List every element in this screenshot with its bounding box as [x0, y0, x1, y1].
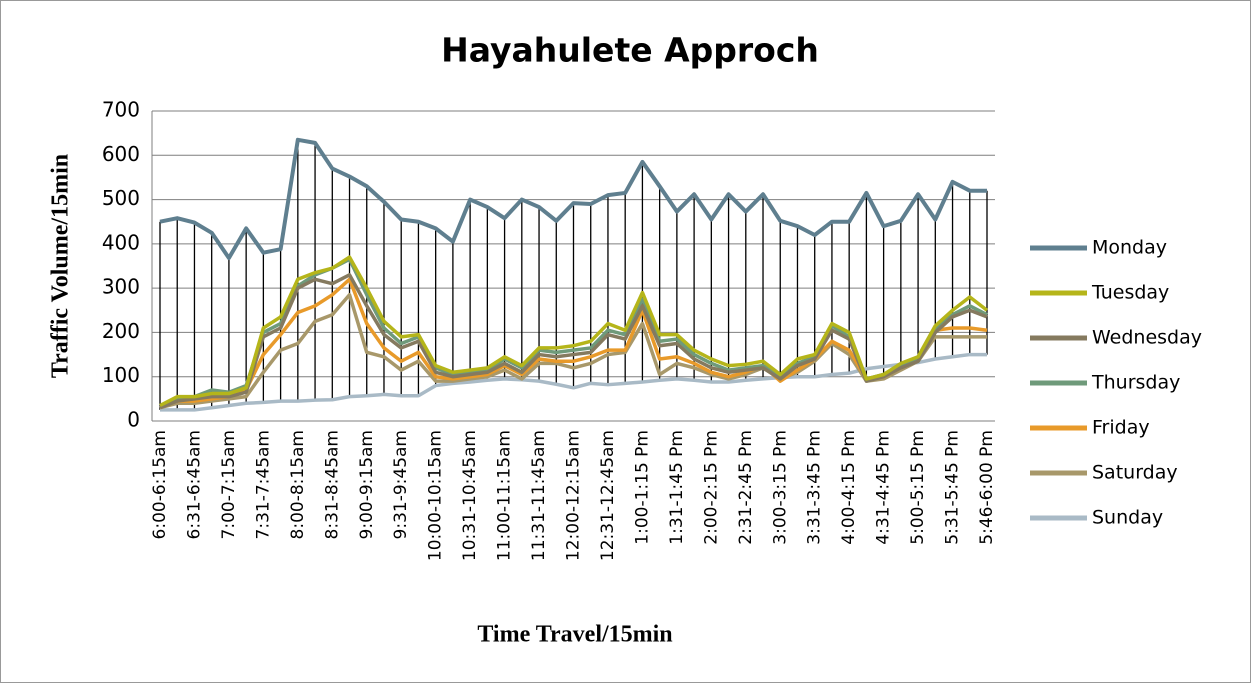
legend-label: Friday	[1092, 417, 1150, 439]
y-axis-label: Traffic Volume/15min	[48, 154, 74, 378]
x-tick-label: 8:00-8:15am	[288, 430, 308, 539]
x-tick-label: 3:00-3:15 Pm	[770, 430, 790, 545]
x-tick-label: 5:00-5:15 Pm	[908, 430, 928, 545]
x-tick-label: 12:00-12:15am	[564, 430, 584, 561]
x-tick-label: 6:00-6:15am	[150, 430, 170, 539]
series-line	[159, 277, 988, 410]
x-tick-label: 6:31-6:45am	[184, 430, 204, 539]
x-tick-label: 1:31-1:45 Pm	[667, 430, 687, 545]
x-tick-label: 11:31-11:45am	[529, 430, 549, 561]
legend-label: Tuesday	[1091, 282, 1169, 304]
y-tick-label: 200	[102, 319, 140, 343]
chart-title: Hayahulete Approch	[441, 31, 819, 70]
series-line	[159, 137, 987, 261]
x-tick-label: 3:31-3:45 Pm	[805, 430, 825, 545]
series-line	[160, 352, 987, 412]
x-tick-label: 5:31-5:45 Pm	[943, 430, 963, 545]
legend-label: Saturday	[1092, 462, 1178, 484]
legend-label: Thursday	[1091, 372, 1180, 394]
legend-label: Sunday	[1092, 507, 1163, 529]
y-tick-label: 600	[102, 142, 140, 166]
x-tick-label: 10:00-10:15am	[426, 430, 446, 561]
x-tick-label: 9:31-9:45am	[391, 430, 411, 539]
x-tick-label: 2:00-2:15 Pm	[701, 430, 721, 545]
y-tick-label: 100	[102, 363, 140, 387]
x-tick-label: 9:00-9:15am	[357, 430, 377, 539]
x-tick-label: 12:31-12:45am	[598, 430, 618, 561]
y-tick-label: 400	[102, 230, 140, 254]
series-line	[159, 293, 987, 410]
x-tick-label: 1:00-1:15 Pm	[632, 430, 652, 545]
x-tick-label: 7:00-7:15am	[219, 430, 239, 539]
x-tick-label: 2:31-2:45 Pm	[736, 430, 756, 545]
x-tick-label: 4:00-4:15 Pm	[839, 430, 859, 545]
legend-label: Wednesday	[1092, 327, 1202, 349]
x-tick-label: 7:31-7:45am	[253, 430, 273, 539]
series-line	[159, 255, 989, 408]
x-tick-label: 5:46-6:00 Pm	[977, 430, 997, 545]
y-tick-label: 700	[102, 98, 140, 122]
y-tick-label: 0	[127, 408, 140, 432]
series-line	[159, 273, 988, 410]
legend-label: Monday	[1092, 237, 1167, 259]
x-axis-label: Time Travel/15min	[477, 622, 672, 648]
x-tick-label: 11:00-11:15am	[495, 430, 515, 561]
y-tick-label: 300	[102, 275, 140, 299]
x-tick-label: 10:31-10:45am	[460, 430, 480, 561]
y-tick-label: 500	[102, 186, 140, 210]
x-tick-label: 8:31-8:45am	[322, 430, 342, 539]
x-tick-label: 4:31-4:45 Pm	[874, 430, 894, 545]
